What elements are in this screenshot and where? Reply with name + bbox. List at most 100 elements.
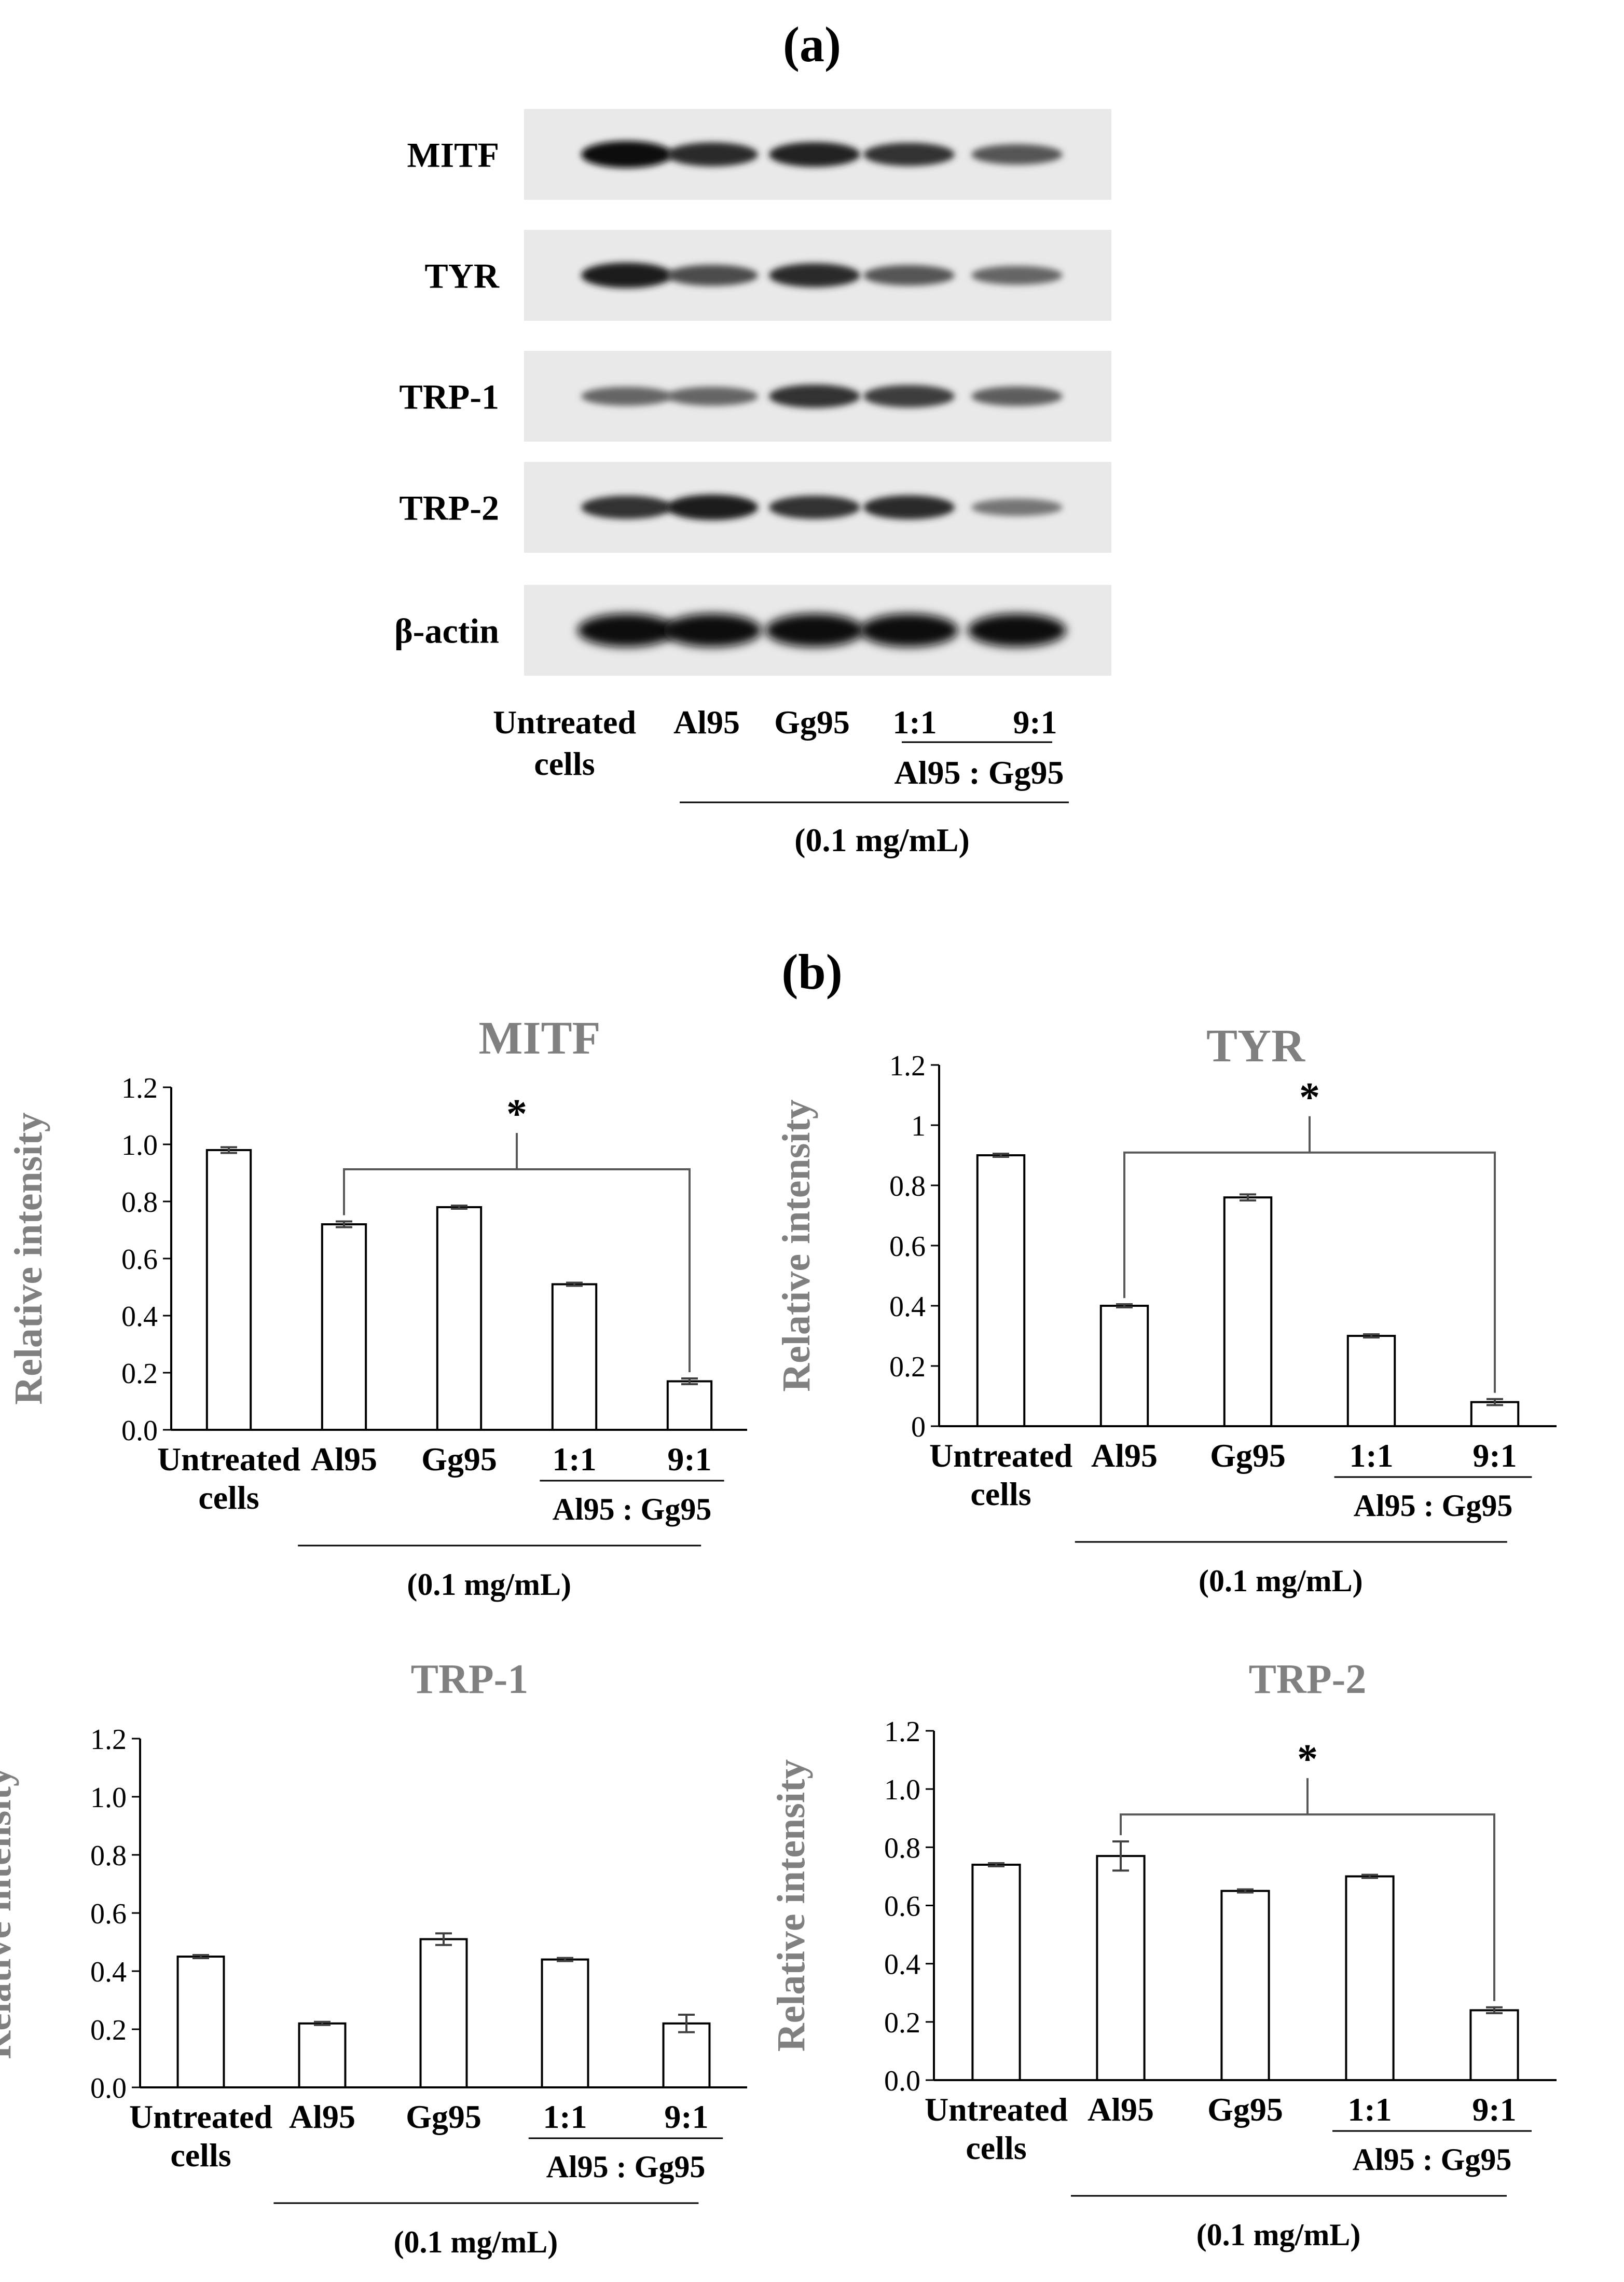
- y-tick-label: 0.8: [884, 1832, 920, 1864]
- blot-band: [863, 265, 955, 286]
- blot-band: [971, 144, 1063, 165]
- blot-protein-label: β-actin: [394, 611, 499, 651]
- blot-protein-label: TRP-2: [399, 488, 499, 528]
- x-tick-label-gg95: Gg95: [1207, 2091, 1283, 2128]
- blot-row-trp-1: TRP-1: [399, 351, 1111, 442]
- error-bar: [678, 2014, 695, 2033]
- group-label: Al95 : Gg95: [546, 2150, 706, 2184]
- blot-band: [769, 263, 860, 288]
- bar-9-1: [662, 2022, 711, 2089]
- y-tick-label: 0: [911, 1411, 926, 1443]
- bar-untreated-cells: [205, 1149, 252, 1431]
- blot-group-label: Al95 : Gg95: [894, 754, 1064, 791]
- y-tick-label: 1.2: [121, 1072, 158, 1104]
- chart-tyr: TYR Relative intensity 0 0.2 0.4 0.6 0.8 1 1.2 Un…: [775, 1020, 1557, 1598]
- blot-band: [581, 496, 672, 519]
- blot-band: [863, 495, 955, 520]
- x-tick-label-untreated-cells: Untreated cells: [157, 1441, 300, 1516]
- bar-gg95: [419, 1938, 468, 2088]
- error-bar: [1240, 1193, 1256, 1201]
- panel-a-label: (a): [783, 17, 841, 72]
- bar-untreated-cells: [176, 1956, 225, 2088]
- blot-band: [769, 142, 860, 167]
- chart-title: TRP-2: [1249, 1657, 1367, 1702]
- blot-band: [971, 498, 1063, 516]
- blot-band: [769, 385, 860, 408]
- x-tick-label-al95: Al95: [1091, 1437, 1158, 1474]
- blot-lane-labels: Untreated cells Al95 Gg95 1:1 9:1 Al95 :…: [493, 704, 1069, 858]
- y-tick-label: 0.4: [884, 1949, 920, 1981]
- y-tick-label: 1: [911, 1110, 926, 1142]
- y-tick-label: 0.6: [889, 1231, 926, 1263]
- y-tick-label: 0.8: [90, 1840, 127, 1872]
- significance-mark: *: [1297, 1737, 1318, 1782]
- blot-row-mitf: MITF: [407, 109, 1111, 200]
- blot-band: [667, 494, 758, 521]
- error-bar: [681, 1377, 698, 1385]
- bar-al95: [1099, 1305, 1149, 1427]
- bar-charts: MITF Relative intensity 0.0 0.2 0.4 0.6 0.8 1.0…: [0, 1013, 1557, 2259]
- error-bar: [314, 2020, 331, 2026]
- x-tick-label-al95: Al95: [1088, 2091, 1154, 2128]
- blot-band: [971, 386, 1063, 406]
- chart-trp-1: TRP-1 Relative intensity 0.0 0.2 0.4 0.6 0.8 1.…: [0, 1657, 747, 2259]
- y-tick-label: 0.8: [121, 1186, 158, 1219]
- blot-band: [581, 141, 672, 168]
- error-bar: [1112, 1840, 1129, 1872]
- x-tick-label-9-1: 9:1: [1472, 2091, 1516, 2128]
- bar-gg95: [436, 1206, 483, 1431]
- error-bar: [221, 1146, 237, 1154]
- significance-mark: *: [1299, 1075, 1320, 1120]
- chart-title: TYR: [1206, 1020, 1305, 1072]
- bar-1-1: [551, 1283, 598, 1431]
- blot-band: [667, 142, 758, 167]
- bar-1-1: [541, 1958, 589, 2089]
- error-bar: [1363, 1333, 1380, 1338]
- blot-row-tyr: TYR: [424, 230, 1111, 321]
- bar-1-1: [1346, 1335, 1396, 1427]
- chart-trp-2: TRP-2 Relative intensity 0.0 0.2 0.4 0.6 0.8 1.…: [769, 1657, 1557, 2252]
- blot-row-actin: β-actin: [394, 585, 1111, 676]
- y-tick-label: 0.4: [90, 1956, 127, 1988]
- blot-band: [971, 266, 1063, 285]
- x-tick-label-1-1: 1:1: [1347, 2091, 1392, 2128]
- bar-9-1: [1469, 2009, 1519, 2081]
- panel-b-label: (b): [781, 944, 842, 1000]
- blot-band: [863, 385, 955, 408]
- x-tick-label-1-1: 1:1: [543, 2098, 587, 2135]
- blot-row-trp-2: TRP-2: [399, 462, 1111, 553]
- chart-title: TRP-1: [411, 1657, 529, 1702]
- blot-concentration: (0.1 mg/mL): [794, 822, 970, 858]
- x-tick-label-1-1: 1:1: [1349, 1437, 1393, 1474]
- error-bar: [557, 1957, 573, 1962]
- group-label: Al95 : Gg95: [1353, 2142, 1512, 2177]
- error-bar: [192, 1954, 209, 1959]
- x-tick-label-gg95: Gg95: [421, 1441, 497, 1478]
- chart-title: MITF: [479, 1013, 601, 1064]
- x-tick-label-gg95: Gg95: [406, 2098, 481, 2135]
- y-axis-label: Relative intensity: [769, 1759, 813, 2052]
- chart-mitf: MITF Relative intensity 0.0 0.2 0.4 0.6 0.8 1.0…: [7, 1013, 747, 1602]
- concentration-label: (0.1 mg/mL): [1199, 1564, 1363, 1598]
- blot-protein-label: TRP-1: [399, 377, 499, 417]
- blot-band: [860, 613, 958, 647]
- error-bar: [1116, 1303, 1133, 1308]
- error-bar: [566, 1281, 583, 1287]
- bar-untreated-cells: [976, 1154, 1026, 1427]
- blot-protein-label: TYR: [424, 256, 499, 296]
- significance-bracket: *: [1120, 1737, 1495, 2001]
- blot-band: [769, 496, 860, 519]
- blot-lane-label-al95: Al95: [673, 704, 740, 741]
- x-tick-label-untreated-cells: Untreated cells: [929, 1437, 1072, 1512]
- x-tick-label-al95: Al95: [311, 1441, 377, 1478]
- bar-1-1: [1345, 1875, 1395, 2082]
- y-tick-label: 1.0: [884, 1774, 920, 1806]
- significance-bracket: *: [1123, 1075, 1496, 1393]
- blot-band: [581, 262, 672, 289]
- y-tick-label: 0.6: [90, 1898, 127, 1930]
- y-tick-label: 0.6: [121, 1244, 158, 1276]
- blot-band: [968, 613, 1066, 647]
- y-tick-label: 1.2: [884, 1716, 920, 1748]
- y-tick-label: 0.0: [884, 2065, 920, 2097]
- y-tick-label: 0.0: [121, 1415, 158, 1447]
